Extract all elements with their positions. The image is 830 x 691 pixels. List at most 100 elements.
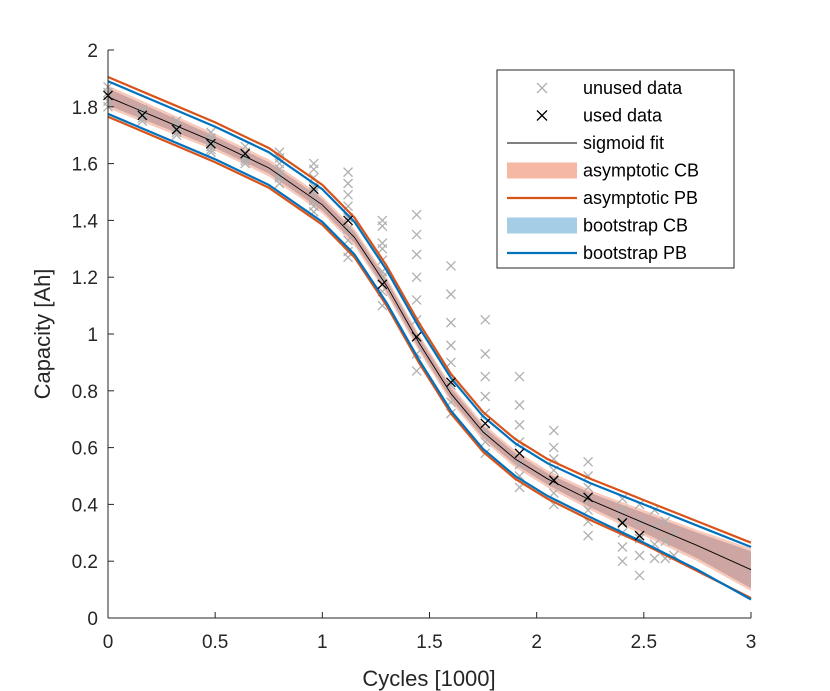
unused-data-point: [480, 425, 491, 436]
used-data-point: [205, 138, 216, 149]
x-tick-label: 1: [317, 632, 328, 653]
unused-data-point: [514, 459, 525, 470]
unused-data-point: [634, 550, 645, 561]
bootstrap-cb-band: [108, 88, 751, 589]
asymptotic-cb-band: [108, 85, 751, 591]
unused-data-point: [445, 340, 456, 351]
unused-data-point: [411, 272, 422, 283]
unused-data-point: [617, 516, 628, 527]
unused-data-point: [445, 289, 456, 300]
unused-data-point: [274, 178, 285, 189]
unused-data-point: [583, 530, 594, 541]
unused-data-point: [411, 249, 422, 260]
unused-data-point: [137, 113, 148, 124]
unused-data-point: [634, 570, 645, 581]
legend-label-bootstrap-cb: bootstrap CB: [583, 216, 688, 236]
unused-data-point: [514, 400, 525, 410]
unused-data-point: [617, 505, 628, 516]
unused-data-point: [308, 187, 319, 197]
y-tick-label: 0.6: [72, 439, 98, 460]
unused-data-point: [660, 536, 671, 547]
x-axis-label: Cycles [1000]: [362, 666, 495, 691]
bootstrap-pb-lower-line: [107, 112, 752, 601]
legend-label-asymptotic-cb: asymptotic CB: [583, 161, 699, 181]
legend-symbol-used-data: [536, 110, 548, 121]
legend-symbol-unused-data: [536, 82, 548, 94]
used-data-point: [308, 184, 319, 195]
x-tick-label: 1.5: [416, 632, 442, 653]
unused-data-point: [445, 357, 456, 368]
unused-data-point: [583, 505, 594, 516]
x-tick-label: 2.5: [631, 632, 657, 653]
unused-data-point: [583, 456, 594, 467]
unused-data-point: [343, 189, 354, 200]
y-tick-label: 1.6: [72, 155, 98, 176]
used-data-point: [240, 148, 251, 159]
y-tick-label: 0.2: [72, 552, 98, 573]
x-tick-label: 2: [531, 632, 542, 653]
unused-data-point: [343, 178, 354, 189]
y-axis-label: Capacity [Ah]: [30, 269, 55, 400]
y-tick-label: 0: [87, 609, 98, 630]
unused-data-point: [343, 167, 354, 178]
y-tick-label: 0.8: [72, 382, 98, 403]
unused-data-point: [617, 556, 628, 567]
used-data-point: [377, 279, 388, 290]
x-tick-label: 0.5: [202, 632, 228, 653]
unused-data-point: [411, 294, 422, 305]
used-data-point: [634, 530, 645, 541]
used-data-point: [583, 492, 594, 503]
legend-label-asymptotic-pb: asymptotic PB: [583, 188, 698, 208]
unused-data-point: [548, 454, 559, 464]
used-data-point: [445, 377, 456, 388]
used-data-point: [137, 110, 148, 121]
y-tick-label: 1.2: [72, 268, 98, 289]
unused-data-point: [649, 553, 660, 564]
used-data-point: [171, 124, 182, 135]
unused-data-point: [668, 527, 679, 538]
unused-data-point: [514, 371, 525, 382]
used-data-point: [617, 517, 628, 528]
unused-data-point: [617, 542, 628, 552]
unused-data-point: [411, 365, 422, 376]
unused-data-point: [171, 127, 182, 138]
used-data-point: [343, 215, 354, 226]
unused-data-point: [480, 391, 491, 402]
x-tick-label: 3: [746, 632, 757, 653]
axes: 0 0.5 1 1.5 2 2.5 3 0 0.2 0.4 0.6 0.8 1 1.2 1.4 1.6 1.8 2: [72, 41, 757, 653]
unused-data-point: [548, 442, 559, 453]
legend-label-sigmoid-fit: sigmoid fit: [583, 133, 664, 153]
legend-label-used-data: used data: [583, 106, 663, 126]
unused-data-point: [548, 488, 559, 498]
unused-data-point: [377, 243, 388, 254]
sigmoid-fit-line: [107, 96, 752, 571]
y-tick-label: 2: [87, 41, 98, 62]
y-tick-label: 1: [87, 325, 98, 346]
y-tick-label: 1.4: [72, 211, 99, 232]
bootstrap-pb-upper-line: [107, 80, 752, 549]
unused-data-point: [343, 223, 354, 234]
asymptotic-pb-lower-line: [107, 115, 752, 600]
unused-data-point: [308, 164, 319, 175]
unused-data-point: [480, 314, 491, 325]
unused-data-point: [445, 260, 456, 271]
unused-data-point: [480, 436, 491, 447]
y-tick-label: 1.8: [72, 98, 98, 119]
unused-data-point: [411, 209, 422, 220]
unused-data-point: [548, 425, 559, 436]
legend-label-bootstrap-pb: bootstrap PB: [583, 243, 687, 263]
unused-data-point: [411, 229, 422, 240]
unused-data-point: [445, 317, 456, 328]
legend-label-unused-data: unused data: [583, 78, 683, 98]
unused-data-point: [514, 419, 525, 430]
x-tick-label: 0: [103, 632, 114, 653]
unused-data-point: [343, 235, 354, 246]
legend: unused data used data sigmoid fit asymptoti…: [496, 69, 735, 269]
unused-data-point: [377, 215, 388, 226]
used-data-point: [411, 331, 422, 342]
legend-symbol-bootstrap-cb: [507, 217, 577, 234]
y-tick-label: 0.4: [72, 495, 99, 516]
plot-area: [103, 75, 752, 601]
used-data-point: [480, 418, 491, 429]
